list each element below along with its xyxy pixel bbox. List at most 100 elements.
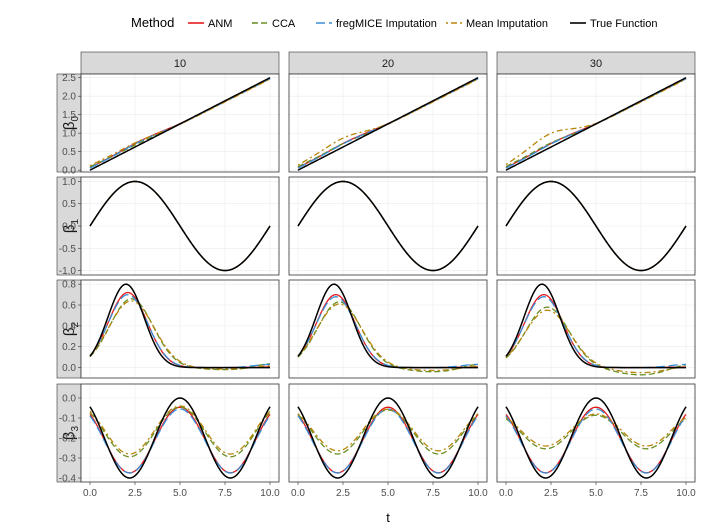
row-strip-label-2: β2 — [61, 321, 81, 336]
x-tick-label: 0.0 — [291, 488, 305, 499]
series-1-line — [297, 301, 479, 373]
panel-border — [288, 73, 488, 173]
y-tick-label: -0.4 — [59, 474, 77, 485]
x-tick-label: 5.0 — [381, 488, 395, 499]
series-4-line — [89, 180, 271, 272]
y-tick-label: 0.0 — [62, 363, 76, 374]
x-tick-label: 7.5 — [634, 488, 648, 499]
y-tick-label: -0.3 — [59, 454, 77, 465]
series-4-line — [505, 77, 687, 171]
series-4-line — [297, 77, 479, 171]
y-tick-label: 1.5 — [62, 110, 76, 121]
row-strip-1 — [56, 176, 82, 276]
y-tick-label: 0.0 — [62, 394, 76, 405]
x-tick-label: 0.0 — [499, 488, 513, 499]
panel-border — [288, 176, 488, 276]
panel-border — [496, 279, 696, 379]
series-4-line — [297, 283, 478, 369]
x-tick-label: 2.5 — [128, 488, 142, 499]
panel-border — [496, 176, 696, 276]
legend-label-3: Mean Imputation — [466, 18, 548, 30]
y-tick-label: 2.0 — [62, 92, 76, 103]
series-3-line — [297, 303, 479, 372]
legend-label-4: True Function — [590, 18, 657, 30]
y-tick-label: 0.6 — [62, 301, 76, 312]
legend-label-2: fregMICE Imputation — [336, 18, 437, 30]
y-tick-label: -0.5 — [59, 244, 77, 255]
panel-r0-c2 — [496, 73, 696, 173]
series-2-line — [89, 408, 271, 474]
row-strip-0 — [56, 73, 82, 173]
series-4-line — [505, 397, 687, 479]
y-tick-label: 0.0 — [62, 222, 76, 233]
x-tick-label: 7.5 — [218, 488, 232, 499]
panel-r3-c1 — [288, 383, 488, 483]
series-2-line — [505, 78, 687, 169]
column-strip-label-1: 20 — [382, 58, 394, 70]
series-1-line — [89, 298, 271, 371]
row-strip-label-1: β1 — [61, 218, 81, 233]
legend-title: Method — [131, 15, 174, 30]
series-4-line — [297, 180, 479, 272]
panel-border — [288, 279, 488, 379]
row-strip-2 — [56, 279, 82, 379]
y-tick-label: -0.1 — [59, 414, 77, 425]
panel-r0-c1 — [288, 73, 488, 173]
row-strip-label-3: β3 — [61, 425, 81, 440]
series-2-line — [89, 78, 271, 169]
y-tick-label: 1.0 — [62, 129, 76, 140]
series-3-line — [505, 78, 687, 166]
panel-r1-c0: -1.0 -0.5 0.0 0.5 1.0 — [59, 176, 280, 277]
series-4-line — [89, 397, 271, 479]
series-3-line — [505, 413, 687, 447]
y-tick-label: -1.0 — [59, 266, 77, 277]
panel-border — [80, 279, 280, 379]
x-tick-label: 0.0 — [83, 488, 97, 499]
y-tick-label: 2.5 — [62, 73, 76, 84]
y-tick-label: 0.5 — [62, 199, 76, 210]
y-tick-label: -0.2 — [59, 434, 77, 445]
panel-r1-c1 — [288, 176, 488, 276]
series-1-line — [505, 414, 687, 450]
series-1-line — [89, 406, 271, 458]
y-tick-label: 1.0 — [62, 177, 76, 188]
series-4-line — [89, 283, 270, 369]
column-strips: 10 20 30 — [80, 51, 696, 75]
y-tick-label: 0.2 — [62, 342, 76, 353]
x-tick-label: 2.5 — [544, 488, 558, 499]
panel-r3-c0: -0.4 -0.3 -0.2 -0.1 0.0 — [59, 383, 280, 485]
panel-r2-c1 — [288, 279, 488, 379]
y-tick-label: 0.4 — [62, 321, 76, 332]
panel-r3-c2 — [496, 383, 696, 483]
row-strip-label-0: β0 — [61, 115, 81, 130]
y-tick-label: 0.8 — [62, 280, 76, 291]
x-tick-label: 10.0 — [468, 488, 488, 499]
x-tick-label: 10.0 — [260, 488, 280, 499]
column-strip-label-2: 30 — [590, 58, 602, 70]
panels: 0.00.51.01.52.02.5-1.0-0.50.00.51.00.00.… — [59, 73, 696, 485]
panel-r2-c2 — [496, 279, 696, 379]
series-1-line — [297, 409, 479, 455]
column-strip-label-0: 10 — [174, 58, 186, 70]
panel-r0-c0: 0.0 0.5 1.0 1.5 2.0 2.5 — [62, 73, 280, 177]
x-axes: 0.0 2.5 5.0 7.5 10.0 0.0 2.5 5.0 7.5 10.0 0.0 2.5 5.… — [83, 482, 696, 499]
series-2-line — [505, 408, 687, 474]
y-tick-label: 0.0 — [62, 166, 76, 177]
series-4-line — [297, 397, 479, 479]
row-strip-3 — [56, 383, 82, 483]
x-tick-label: 7.5 — [426, 488, 440, 499]
legend: Method ANM CCA fregMICE Imputation Mean Impu… — [131, 15, 657, 30]
legend-label-0: ANM — [208, 18, 232, 30]
series-4-line — [89, 77, 271, 171]
panel-border — [496, 73, 696, 173]
y-tick-label: 0.5 — [62, 147, 76, 158]
series-3-line — [89, 300, 271, 370]
series-2-line — [297, 78, 479, 169]
series-3-line — [89, 405, 271, 455]
x-axis-title: t — [386, 510, 390, 525]
series-3-line — [297, 408, 479, 452]
panel-r2-c0: 0.0 0.2 0.4 0.6 0.8 — [62, 279, 280, 379]
series-4-line — [505, 283, 686, 369]
series-3-line — [505, 309, 687, 374]
